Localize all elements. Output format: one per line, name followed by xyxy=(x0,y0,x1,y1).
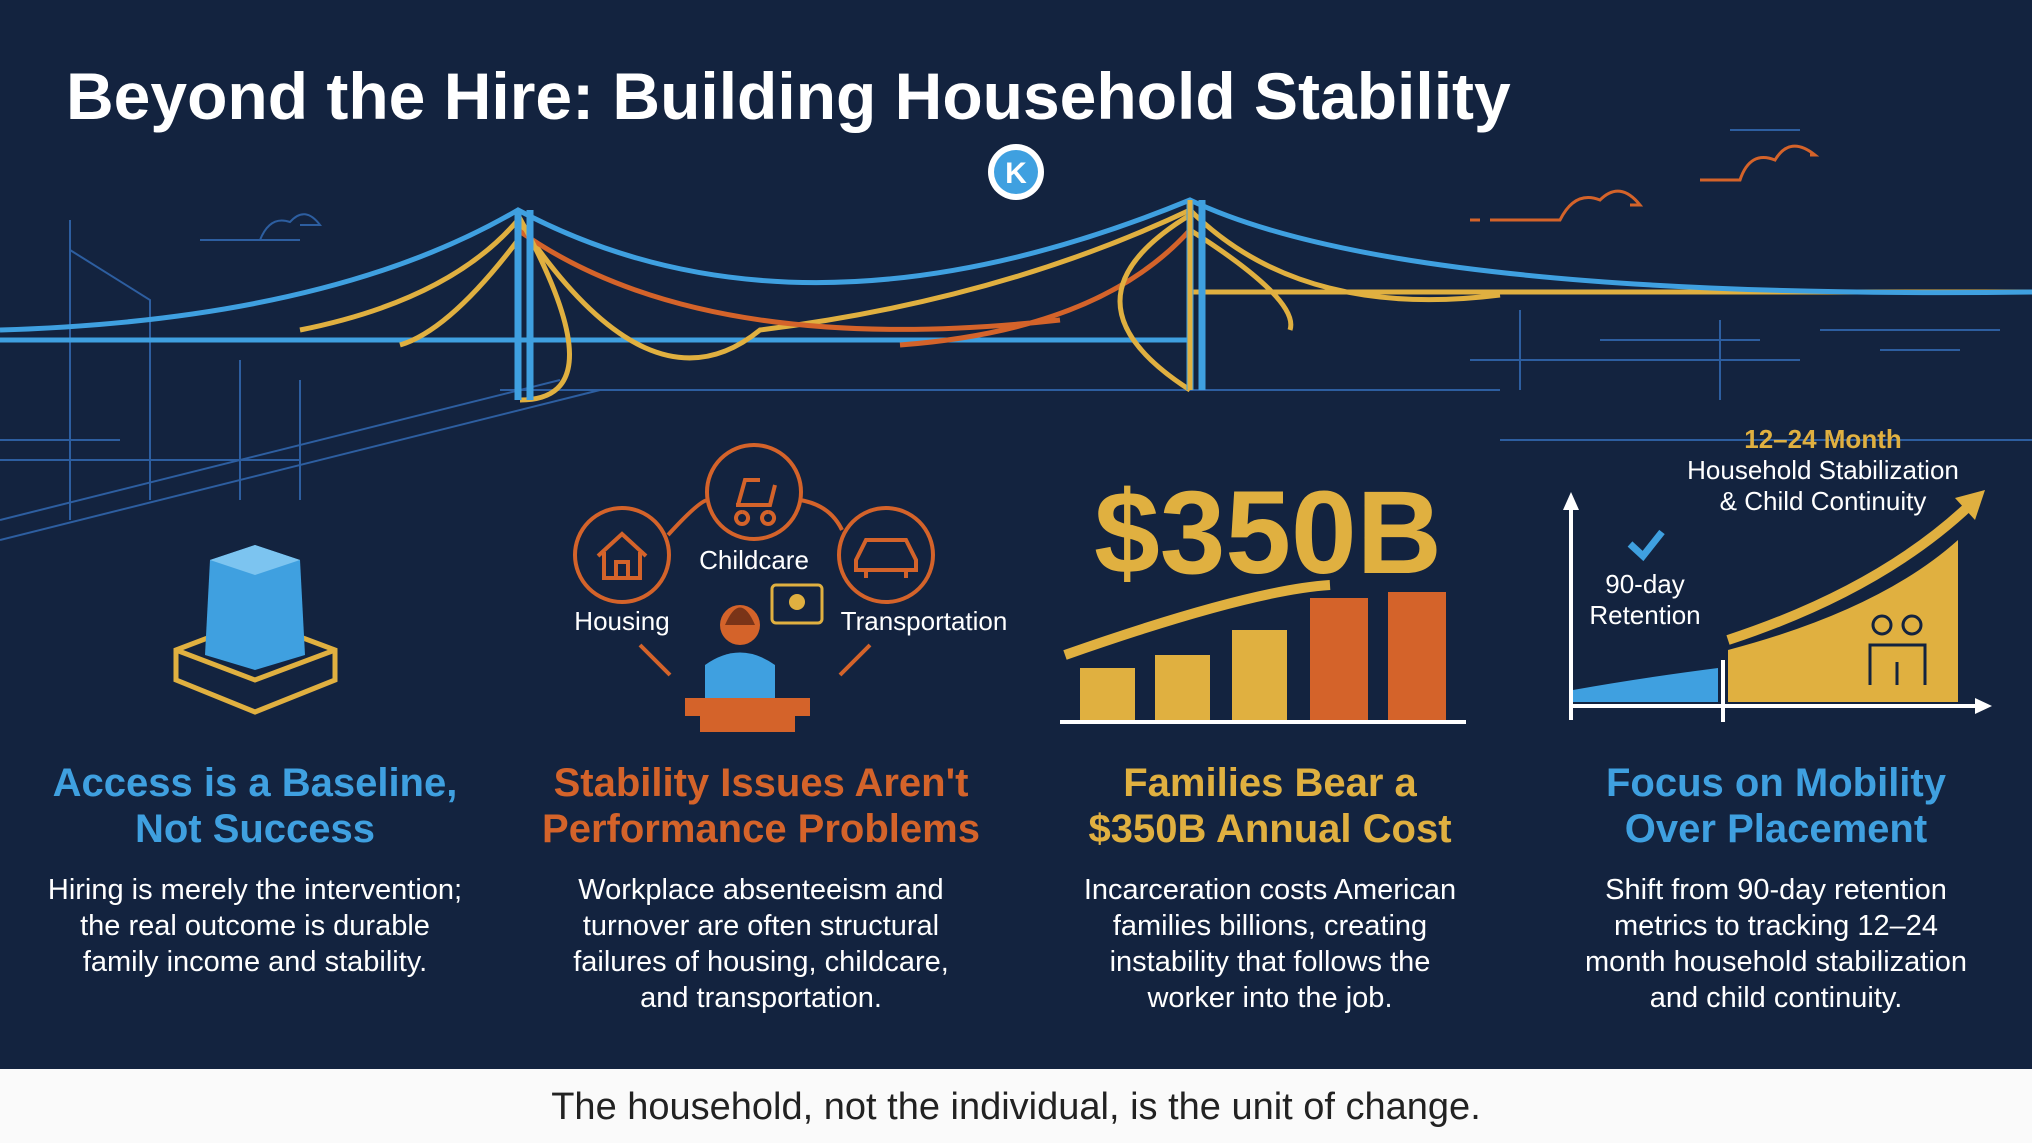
body-line: Hiring is merely the intervention; xyxy=(47,874,463,906)
logo-inner xyxy=(994,150,1038,194)
column-body: Incarceration costs American families bil… xyxy=(1020,872,1520,1016)
column: Stability Issues Aren't Performance Probl… xyxy=(511,760,1011,1016)
illustration: K $350B xyxy=(0,129,2032,732)
heading-line: Access is a Baseline, xyxy=(52,761,458,805)
body-line: Incarceration costs American xyxy=(1083,874,1457,906)
column-heading: Stability Issues Aren't Performance Probl… xyxy=(511,760,1011,852)
column-heading: Families Bear a $350B Annual Cost xyxy=(1020,760,1520,852)
footer-band: The household, not the individual, is th… xyxy=(0,1069,2032,1143)
heading-line: Over Placement xyxy=(1624,807,1928,851)
column: Access is a Baseline, Not Success Hiring i… xyxy=(5,760,505,980)
chart-label: Retention xyxy=(1589,600,1701,630)
body-line: turnover are often structural xyxy=(582,910,940,942)
bridge xyxy=(0,197,2032,403)
body-line: Workplace absenteeism and xyxy=(578,874,944,906)
chart-label: & Child Continuity xyxy=(1719,486,1927,516)
body-line: and child continuity. xyxy=(1649,982,1903,1014)
icon-label: Transportation xyxy=(840,606,1008,636)
heading-line: Families Bear a xyxy=(1123,761,1417,805)
body-line: Shift from 90-day retention xyxy=(1605,874,1947,906)
body-line: family income and stability. xyxy=(82,946,428,978)
heading-line: Stability Issues Aren't xyxy=(553,761,969,805)
clouds xyxy=(1470,144,1820,222)
chart-label: 90-day xyxy=(1605,569,1685,599)
column-body: Hiring is merely the intervention; the re… xyxy=(5,872,505,980)
body-line: families billions, creating xyxy=(1112,910,1428,942)
body-line: and transportation. xyxy=(640,982,882,1014)
body-line: the real outcome is durable xyxy=(80,910,430,942)
heading-line: Performance Problems xyxy=(542,807,980,851)
heading-line: Focus on Mobility xyxy=(1606,761,1946,805)
mobility-chart xyxy=(1563,490,1992,722)
chart-label: Household Stabilization xyxy=(1687,455,1959,485)
icon-label: Childcare xyxy=(699,545,809,575)
column-heading: Focus on Mobility Over Placement xyxy=(1526,760,2026,852)
footer-text: The household, not the individual, is th… xyxy=(551,1086,1481,1128)
cost-chart xyxy=(1060,580,1466,724)
body-line: instability that follows the xyxy=(1109,946,1431,978)
pedestal-icon xyxy=(173,545,338,715)
column: Focus on Mobility Over Placement Shift fro… xyxy=(1526,760,2026,1016)
column-heading: Access is a Baseline, Not Success xyxy=(5,760,505,852)
stability-icons xyxy=(573,443,935,677)
column-body: Shift from 90-day retention metrics to tr… xyxy=(1526,872,2026,1016)
body-line: month household stabilization xyxy=(1584,946,1968,978)
city-outline xyxy=(0,129,2032,541)
cost-figure: $350B xyxy=(1094,467,1442,599)
icon-label: Housing xyxy=(574,606,670,636)
logo-letter: K xyxy=(1005,157,1027,190)
heading-line: Not Success xyxy=(134,807,376,851)
chart-label: 12–24 Month xyxy=(1744,424,1902,454)
heading-line: $350B Annual Cost xyxy=(1088,807,1452,851)
column-body: Workplace absenteeism and turnover are of… xyxy=(511,872,1011,1016)
body-line: worker into the job. xyxy=(1147,982,1393,1014)
body-line: failures of housing, childcare, xyxy=(573,946,949,978)
column: Families Bear a $350B Annual Cost Incarcer… xyxy=(1020,760,1520,1016)
speaker-icon xyxy=(685,583,824,732)
body-line: metrics to tracking 12–24 xyxy=(1614,910,1938,942)
cloud xyxy=(220,213,323,241)
title: Beyond the Hire: Building Household Stab… xyxy=(66,59,1511,133)
